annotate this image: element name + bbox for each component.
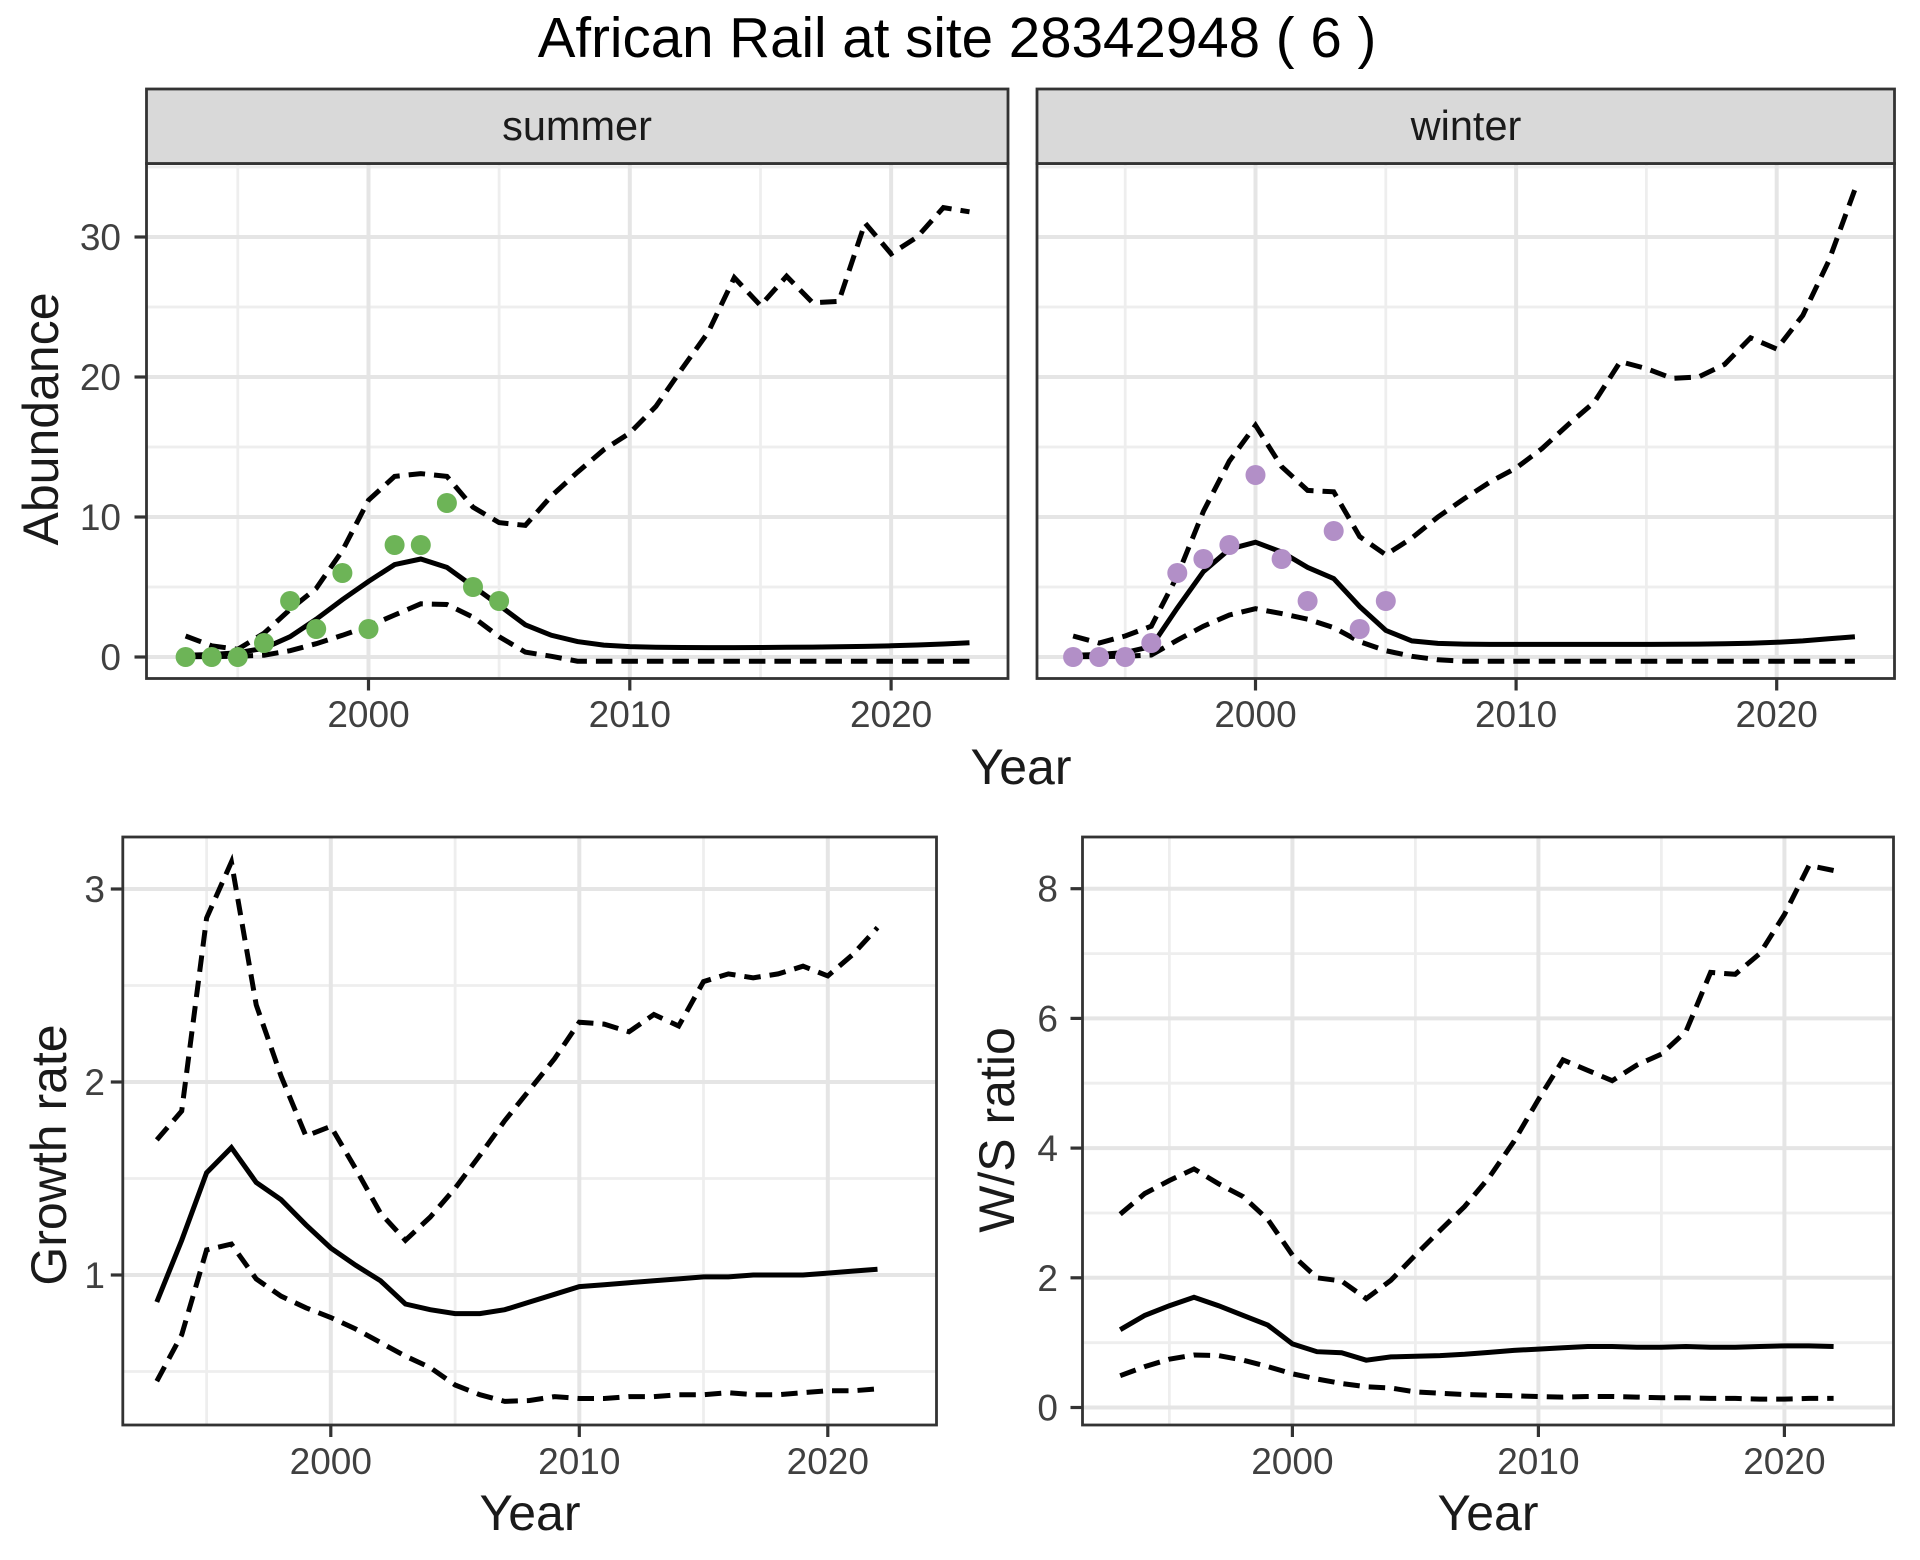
svg-text:2020: 2020 — [1743, 1441, 1825, 1482]
svg-text:Year: Year — [970, 739, 1071, 795]
svg-text:2000: 2000 — [1214, 694, 1296, 735]
svg-text:2010: 2010 — [589, 694, 671, 735]
svg-text:2020: 2020 — [850, 694, 932, 735]
svg-text:2000: 2000 — [327, 694, 409, 735]
svg-text:1: 1 — [84, 1255, 105, 1296]
svg-text:W/S ratio: W/S ratio — [969, 1027, 1025, 1233]
svg-text:Year: Year — [1437, 1485, 1538, 1541]
svg-text:2000: 2000 — [290, 1441, 372, 1482]
svg-text:summer: summer — [502, 102, 652, 149]
svg-text:2: 2 — [84, 1062, 105, 1103]
svg-text:10: 10 — [80, 497, 121, 538]
svg-text:2020: 2020 — [787, 1441, 869, 1482]
svg-text:0: 0 — [100, 637, 121, 678]
svg-text:3: 3 — [84, 869, 105, 910]
svg-text:2010: 2010 — [1475, 694, 1557, 735]
svg-text:2000: 2000 — [1251, 1441, 1333, 1482]
svg-text:2020: 2020 — [1736, 694, 1818, 735]
svg-text:2: 2 — [1037, 1258, 1058, 1299]
svg-text:6: 6 — [1037, 998, 1058, 1039]
svg-text:0: 0 — [1037, 1388, 1058, 1429]
svg-text:Abundance: Abundance — [13, 292, 69, 545]
svg-text:2010: 2010 — [538, 1441, 620, 1482]
svg-text:2010: 2010 — [1497, 1441, 1579, 1482]
svg-text:8: 8 — [1037, 869, 1058, 910]
svg-text:20: 20 — [80, 357, 121, 398]
svg-text:4: 4 — [1037, 1128, 1058, 1169]
svg-text:African Rail at site 28342948: African Rail at site 28342948 ( 6 ) — [538, 6, 1377, 69]
svg-text:30: 30 — [80, 217, 121, 258]
svg-text:Growth rate: Growth rate — [21, 1024, 77, 1285]
svg-text:winter: winter — [1410, 102, 1522, 149]
svg-text:Year: Year — [479, 1485, 580, 1541]
